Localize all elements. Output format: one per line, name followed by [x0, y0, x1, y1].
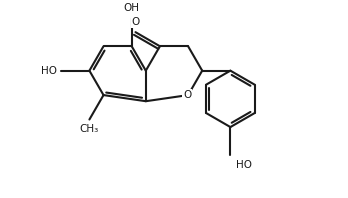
Text: CH₃: CH₃	[80, 124, 99, 134]
Text: HO: HO	[40, 66, 56, 76]
Text: O: O	[131, 17, 140, 28]
Text: O: O	[183, 90, 191, 100]
Text: OH: OH	[124, 3, 140, 13]
Text: HO: HO	[236, 160, 252, 170]
